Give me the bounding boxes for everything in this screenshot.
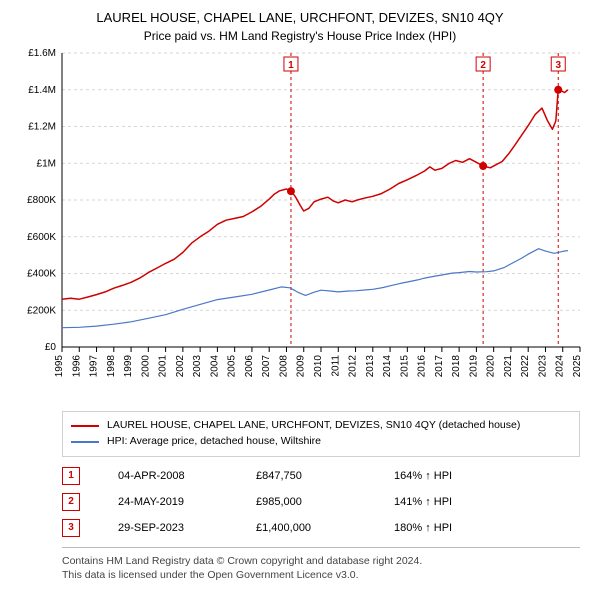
legend: LAUREL HOUSE, CHAPEL LANE, URCHFONT, DEV… — [62, 411, 580, 457]
svg-text:2000: 2000 — [140, 355, 151, 378]
svg-text:2: 2 — [480, 60, 486, 71]
sale-badge: 3 — [62, 519, 80, 537]
svg-text:2009: 2009 — [296, 355, 307, 378]
svg-text:2007: 2007 — [261, 355, 272, 378]
svg-text:2017: 2017 — [434, 355, 445, 378]
svg-text:£1.4M: £1.4M — [28, 85, 56, 96]
svg-text:1995: 1995 — [54, 355, 65, 378]
svg-text:2004: 2004 — [209, 355, 220, 378]
svg-text:1999: 1999 — [123, 355, 134, 378]
title-main: LAUREL HOUSE, CHAPEL LANE, URCHFONT, DEV… — [10, 10, 590, 25]
sale-badge: 2 — [62, 493, 80, 511]
sales-row: 1 04-APR-2008 £847,750 164% ↑ HPI — [62, 463, 580, 489]
svg-text:2013: 2013 — [365, 355, 376, 378]
svg-text:2022: 2022 — [520, 355, 531, 378]
svg-text:1996: 1996 — [71, 355, 82, 378]
svg-text:1997: 1997 — [89, 355, 100, 378]
svg-text:2003: 2003 — [192, 355, 203, 378]
titles: LAUREL HOUSE, CHAPEL LANE, URCHFONT, DEV… — [0, 0, 600, 47]
svg-text:2021: 2021 — [503, 355, 514, 378]
plot-area: £0 £200K £400K £600K £800K £1M £1.2M £1.4M £1.6M… — [0, 47, 600, 407]
svg-text:£0: £0 — [45, 342, 57, 353]
footer-line-1: Contains HM Land Registry data © Crown c… — [62, 554, 580, 568]
svg-text:2016: 2016 — [417, 355, 428, 378]
svg-text:1: 1 — [288, 60, 294, 71]
svg-text:£600K: £600K — [27, 232, 56, 243]
svg-text:2008: 2008 — [278, 355, 289, 378]
chart-svg: £0 £200K £400K £600K £800K £1M £1.2M £1.4M £1.6M… — [0, 47, 600, 407]
sale-price: £1,400,000 — [256, 522, 356, 534]
title-sub: Price paid vs. HM Land Registry's House … — [10, 29, 590, 43]
svg-text:£800K: £800K — [27, 195, 56, 206]
svg-text:£1.6M: £1.6M — [28, 48, 56, 59]
svg-text:2010: 2010 — [313, 355, 324, 378]
legend-swatch — [71, 441, 99, 443]
footer-note: Contains HM Land Registry data © Crown c… — [62, 547, 580, 582]
svg-text:2002: 2002 — [175, 355, 186, 378]
svg-text:2014: 2014 — [382, 355, 393, 378]
sale-price: £847,750 — [256, 470, 356, 482]
sale-badge: 1 — [62, 467, 80, 485]
svg-text:£200K: £200K — [27, 305, 56, 316]
svg-text:2019: 2019 — [468, 355, 479, 378]
svg-text:2012: 2012 — [348, 355, 359, 378]
legend-label: HPI: Average price, detached house, Wilt… — [107, 434, 321, 450]
svg-text:1998: 1998 — [106, 355, 117, 378]
svg-text:2020: 2020 — [486, 355, 497, 378]
sales-table: 1 04-APR-2008 £847,750 164% ↑ HPI 2 24-MAY-20… — [62, 463, 580, 541]
svg-text:2006: 2006 — [244, 355, 255, 378]
svg-text:£1M: £1M — [37, 158, 56, 169]
legend-row: HPI: Average price, detached house, Wilt… — [71, 434, 571, 450]
svg-text:2001: 2001 — [158, 355, 169, 378]
legend-row: LAUREL HOUSE, CHAPEL LANE, URCHFONT, DEV… — [71, 418, 571, 434]
sale-date: 04-APR-2008 — [118, 470, 218, 482]
svg-text:2025: 2025 — [572, 355, 583, 378]
sale-price: £985,000 — [256, 496, 356, 508]
svg-text:2015: 2015 — [399, 355, 410, 378]
svg-text:2011: 2011 — [330, 355, 341, 377]
svg-text:2024: 2024 — [555, 355, 566, 378]
svg-text:3: 3 — [555, 60, 561, 71]
svg-text:2023: 2023 — [537, 355, 548, 378]
sale-hpi-delta: 164% ↑ HPI — [394, 470, 504, 482]
svg-text:2018: 2018 — [451, 355, 462, 378]
legend-label: LAUREL HOUSE, CHAPEL LANE, URCHFONT, DEV… — [107, 418, 520, 434]
svg-text:2005: 2005 — [227, 355, 238, 378]
sales-row: 2 24-MAY-2019 £985,000 141% ↑ HPI — [62, 489, 580, 515]
svg-text:£1.2M: £1.2M — [28, 122, 56, 133]
chart-container: LAUREL HOUSE, CHAPEL LANE, URCHFONT, DEV… — [0, 0, 600, 582]
sale-date: 24-MAY-2019 — [118, 496, 218, 508]
sales-row: 3 29-SEP-2023 £1,400,000 180% ↑ HPI — [62, 515, 580, 541]
sale-hpi-delta: 180% ↑ HPI — [394, 522, 504, 534]
sale-date: 29-SEP-2023 — [118, 522, 218, 534]
legend-swatch — [71, 425, 99, 427]
sale-hpi-delta: 141% ↑ HPI — [394, 496, 504, 508]
svg-text:£400K: £400K — [27, 269, 56, 280]
footer-line-2: This data is licensed under the Open Gov… — [62, 568, 580, 582]
